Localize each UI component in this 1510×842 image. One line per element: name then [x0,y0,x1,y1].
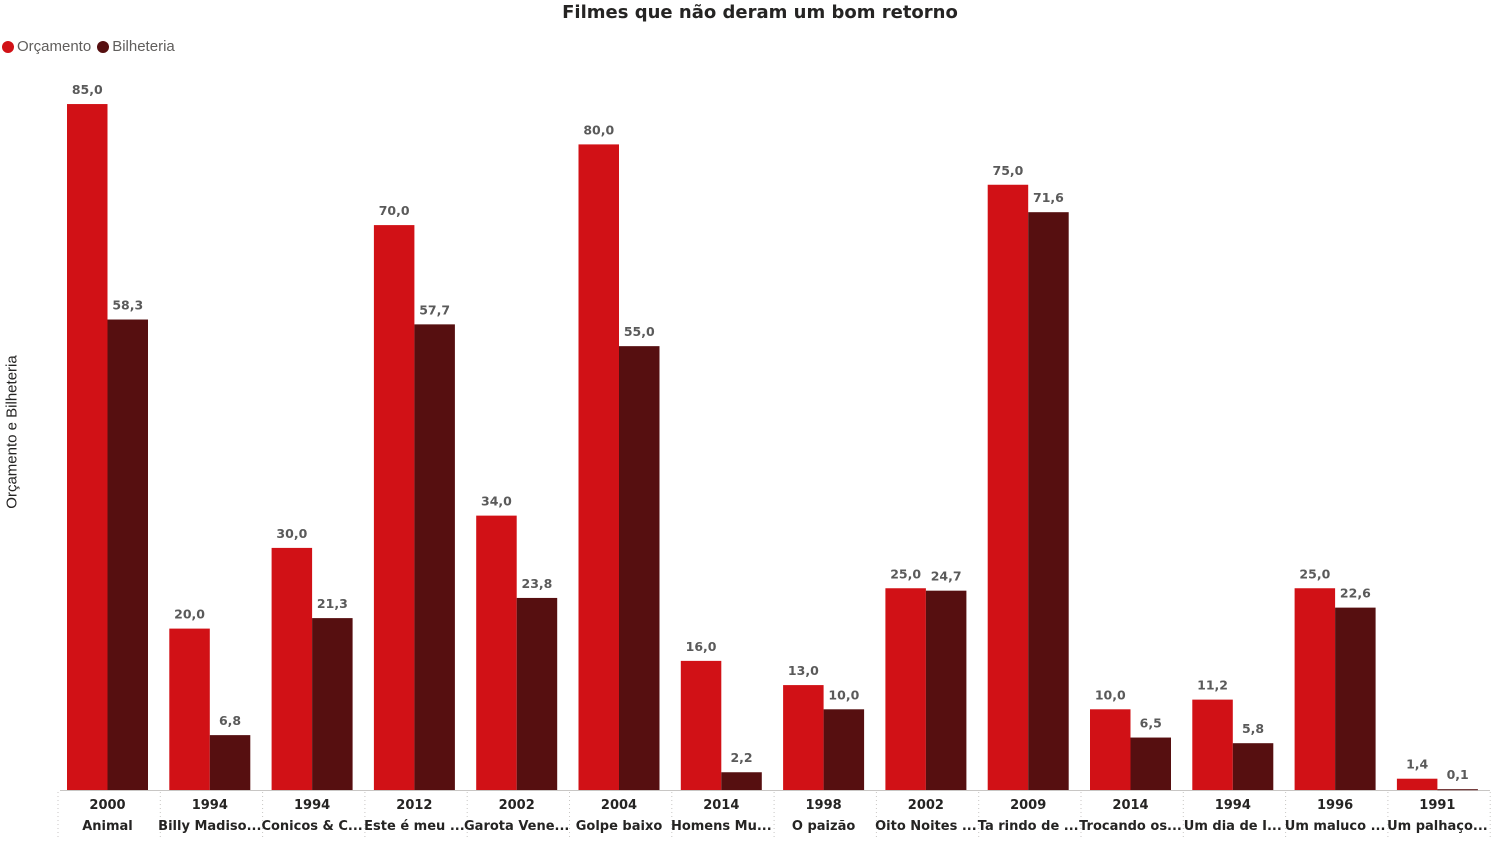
bar-orcamento[interactable] [783,685,824,790]
data-label: 30,0 [276,526,307,541]
data-label: 71,6 [1033,190,1064,205]
bar-orcamento[interactable] [1192,699,1233,790]
bar-orcamento[interactable] [67,104,108,791]
data-label: 24,7 [931,569,962,584]
data-label: 58,3 [112,298,143,313]
bar-orcamento[interactable] [1090,709,1131,790]
x-tick-year: 1994 [294,798,330,813]
x-tick-name: Conicos & C... [261,819,362,834]
legend-item-orcamento[interactable]: Orçamento [2,38,91,55]
x-tick-year: 1991 [1419,798,1455,813]
x-tick-name: Animal [82,819,133,834]
data-label: 80,0 [583,122,614,137]
bar-orcamento[interactable] [1294,588,1336,790]
x-tick-name: Homens Mu... [671,819,772,834]
x-tick-year: 1994 [1215,798,1251,813]
data-label: 1,4 [1406,757,1428,772]
bar-bilheteria[interactable] [925,590,967,790]
data-label: 25,0 [1299,566,1330,581]
data-label: 10,0 [828,687,859,702]
bar-bilheteria[interactable] [1335,607,1376,790]
x-tick-year: 2012 [396,798,432,813]
data-label: 13,0 [788,663,819,678]
x-tick-year: 1994 [192,798,228,813]
data-label: 20,0 [174,607,205,622]
chart-legend: Orçamento Bilheteria [2,38,175,55]
data-label: 16,0 [686,639,717,654]
data-label: 6,8 [219,713,241,728]
x-tick-year: 2004 [601,798,637,813]
bar-orcamento[interactable] [987,184,1029,790]
x-tick-year: 1998 [806,798,842,813]
x-tick-name: Um maluco ... [1285,819,1386,834]
data-label: 23,8 [522,576,553,591]
bar-bilheteria[interactable] [823,709,865,790]
data-label: 70,0 [379,203,410,218]
legend-item-bilheteria[interactable]: Bilheteria [97,38,175,55]
x-tick-name: O paizão [792,819,855,834]
data-label: 75,0 [993,163,1024,178]
data-label: 57,7 [419,302,450,317]
bar-bilheteria[interactable] [619,346,660,790]
x-tick-year: 2000 [89,798,125,813]
x-tick-year: 2002 [499,798,535,813]
x-tick-name: Garota Vene... [464,819,569,834]
bar-orcamento[interactable] [680,660,722,790]
data-label: 6,5 [1140,716,1162,731]
legend-swatch-bilheteria [97,40,110,53]
data-label: 85,0 [72,82,103,97]
data-label: 25,0 [890,566,921,581]
x-tick-name: Um dia de I... [1184,819,1282,834]
x-tick-name: Um palhaço... [1387,819,1488,834]
bar-orcamento[interactable] [271,547,313,790]
x-tick-name: Oito Noites ... [875,819,977,834]
bar-orcamento[interactable] [476,515,517,790]
data-label: 10,0 [1095,687,1126,702]
data-label: 34,0 [481,494,512,509]
bar-bilheteria[interactable] [1437,789,1478,791]
bar-bilheteria[interactable] [1232,743,1274,790]
data-label: 21,3 [317,596,348,611]
legend-label-bilheteria: Bilheteria [112,38,175,55]
bar-bilheteria[interactable] [209,735,251,790]
x-tick-name: Ta rindo de ... [978,819,1079,834]
bar-orcamento[interactable] [885,588,926,790]
bar-bilheteria[interactable] [312,618,353,790]
x-tick-name: Billy Madiso... [158,819,261,834]
data-label: 11,2 [1197,678,1228,693]
legend-label-orcamento: Orçamento [17,38,92,55]
bar-orcamento[interactable] [1396,778,1438,790]
data-label: 5,8 [1242,721,1264,736]
x-tick-year: 2014 [703,798,739,813]
x-tick-name: Trocando os... [1079,819,1182,834]
bar-bilheteria[interactable] [107,319,149,790]
bar-bilheteria[interactable] [414,324,455,790]
x-tick-year: 2014 [1112,798,1148,813]
data-label: 22,6 [1340,586,1371,601]
bar-bilheteria[interactable] [1028,212,1069,791]
x-tick-name: Golpe baixo [576,819,663,834]
chart-title: Filmes que não deram um bom retorno [562,2,958,23]
data-label: 55,0 [624,324,655,339]
data-label: 0,1 [1447,767,1469,782]
bar-orcamento[interactable] [169,628,210,790]
bar-bilheteria[interactable] [1130,737,1172,790]
legend-swatch-orcamento [2,40,14,53]
bar-orcamento[interactable] [373,225,415,791]
bar-bilheteria[interactable] [516,597,558,790]
data-label: 2,2 [730,750,752,765]
x-tick-year: 2002 [908,798,944,813]
x-tick-name: Este é meu ... [364,819,464,834]
x-tick-year: 1996 [1317,798,1353,813]
bar-orcamento[interactable] [578,144,620,790]
bar-bilheteria[interactable] [721,772,762,790]
x-tick-year: 2009 [1010,798,1046,813]
